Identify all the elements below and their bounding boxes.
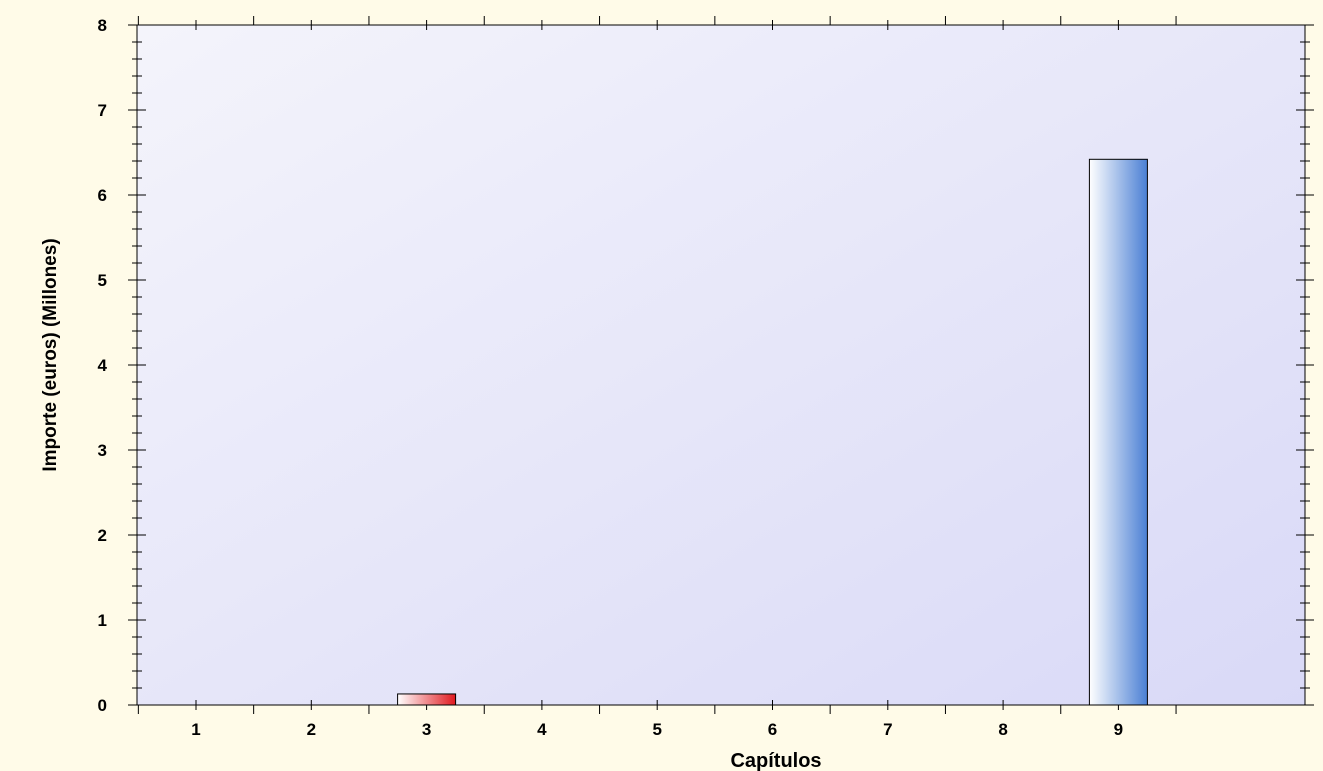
x-tick-label: 1 bbox=[191, 720, 200, 739]
x-tick-label: 6 bbox=[768, 720, 777, 739]
y-tick-label: 5 bbox=[98, 271, 107, 290]
x-tick-label: 9 bbox=[1114, 720, 1123, 739]
x-tick-label: 8 bbox=[998, 720, 1007, 739]
bars bbox=[397, 158, 1148, 706]
tick-labels: 0 1 2 3 4 5 6 7 8 1 2 3 4 5 6 7 8 9 bbox=[98, 16, 1124, 739]
x-tick-label: 5 bbox=[652, 720, 661, 739]
y-tick-label: 1 bbox=[98, 611, 107, 630]
x-axis-title: Capítulos bbox=[730, 750, 821, 771]
y-tick-label: 2 bbox=[98, 526, 107, 545]
x-tick-label: 2 bbox=[307, 720, 316, 739]
x-tick-label: 4 bbox=[537, 720, 547, 739]
bar-capitulo-3 bbox=[397, 693, 457, 706]
bar-capitulo-9 bbox=[1088, 158, 1148, 706]
y-tick-label: 6 bbox=[98, 186, 107, 205]
y-tick-label: 8 bbox=[98, 16, 107, 35]
axes bbox=[128, 16, 1314, 714]
y-tick-label: 4 bbox=[98, 356, 108, 375]
y-tick-label: 7 bbox=[98, 101, 107, 120]
y-axis-title: Importe (euros) (Millones) bbox=[40, 238, 61, 471]
y-tick-label: 3 bbox=[98, 441, 107, 460]
x-tick-label: 3 bbox=[422, 720, 431, 739]
x-tick-label: 7 bbox=[883, 720, 892, 739]
y-tick-label: 0 bbox=[98, 696, 107, 715]
